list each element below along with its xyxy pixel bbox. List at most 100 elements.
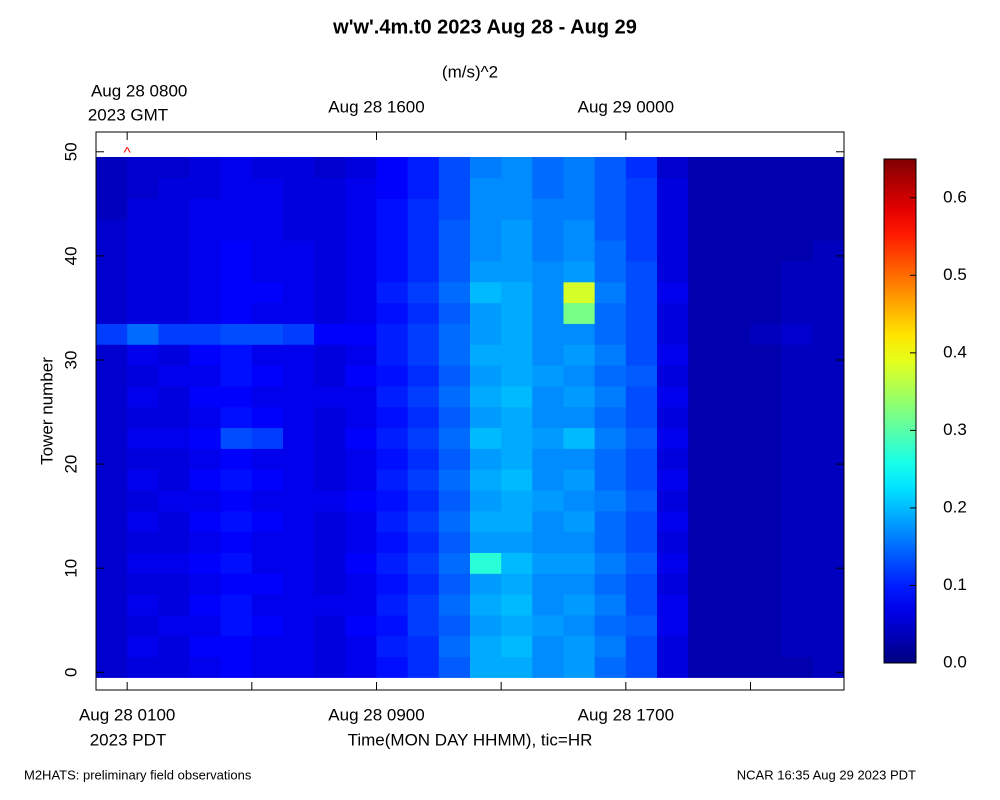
heat-cell [96,344,128,366]
heat-cell [283,448,315,470]
heat-cell [719,156,751,179]
heat-cell [251,448,284,470]
heat-cell [750,177,783,200]
heat-cell [657,531,689,553]
heat-cell [376,281,409,304]
heat-cell [657,219,689,241]
heat-cell [189,490,222,512]
heat-cell [251,281,284,304]
heat-cell [501,177,533,200]
heat-cell [189,469,222,491]
heat-cell [594,594,627,616]
heat-cell [345,281,377,304]
heat-cell [220,490,253,512]
x2-tick-label: Aug 29 0000 [578,97,674,116]
heat-cell [563,261,596,283]
heat-cell [220,469,253,491]
heat-cell [251,469,284,491]
heat-cell [812,635,845,658]
heat-cell [501,344,533,366]
heat-cell [470,594,502,616]
heat-cell [750,240,783,262]
heat-cell [283,365,315,387]
y-tick-label: 50 [61,142,80,161]
heat-cell [127,531,159,553]
heat-cell [251,323,284,345]
heat-cell [719,490,751,512]
heat-cell [781,386,814,408]
heat-cell [345,615,377,637]
heat-cell [470,615,502,637]
heat-cell [657,386,689,408]
heat-cell [594,615,627,637]
heat-cell [625,323,658,345]
heat-cell [283,156,315,179]
heat-cell [501,198,533,220]
heat-cell [812,386,845,408]
heat-cell [220,615,253,637]
heat-cell [781,531,814,553]
heat-cell [438,448,471,470]
footer-right: NCAR 16:35 Aug 29 2023 PDT [737,767,916,782]
heat-cell [688,386,720,408]
heat-cell [345,594,377,616]
heat-cell [96,448,128,470]
heat-cell [314,615,346,637]
heat-cell [657,240,689,262]
heat-cell [470,365,502,387]
heat-cell [563,573,596,595]
heat-cell [532,635,564,658]
heat-cell [532,552,564,574]
heat-cell [158,656,190,678]
heat-cell [376,615,409,637]
heat-cell [657,448,689,470]
heat-cell [127,365,159,387]
heat-cell [470,198,502,220]
heat-cell [470,344,502,366]
heat-cell [812,448,845,470]
heat-cell [625,344,658,366]
heat-cell [314,510,346,533]
heat-cell [594,635,627,658]
heat-cell [283,406,315,429]
heat-cell [283,656,315,678]
heat-cell [781,365,814,387]
heat-cell [251,490,284,512]
heat-cell [220,427,253,449]
heat-cell [345,261,377,283]
heat-cell [127,156,159,179]
heat-cell [438,656,471,678]
heat-cell [189,156,222,179]
heat-cell [532,469,564,491]
heat-cell [812,177,845,200]
heat-cell [314,573,346,595]
heat-cell [563,323,596,345]
heat-cell [781,594,814,616]
heat-cell [563,635,596,658]
heat-cell [220,344,253,366]
heat-cell [407,448,440,470]
heat-cell [594,573,627,595]
heat-cell [189,427,222,449]
heat-cell [501,531,533,553]
heat-cell [657,281,689,304]
heat-cell [501,656,533,678]
heat-cell [657,302,689,324]
heat-cell [781,469,814,491]
heat-cell [750,261,783,283]
heat-cell [376,177,409,200]
heat-cell [563,552,596,574]
heat-cell [127,615,159,637]
heat-cell [189,198,222,220]
heat-cell [158,281,190,304]
heat-cell [688,240,720,262]
heat-cell [688,427,720,449]
heat-cell [812,281,845,304]
heat-cell [501,573,533,595]
heat-cell [283,219,315,241]
heat-cell [127,656,159,678]
heat-cell [501,386,533,408]
heat-cell [688,281,720,304]
heat-cell [376,344,409,366]
heat-cell [345,552,377,574]
